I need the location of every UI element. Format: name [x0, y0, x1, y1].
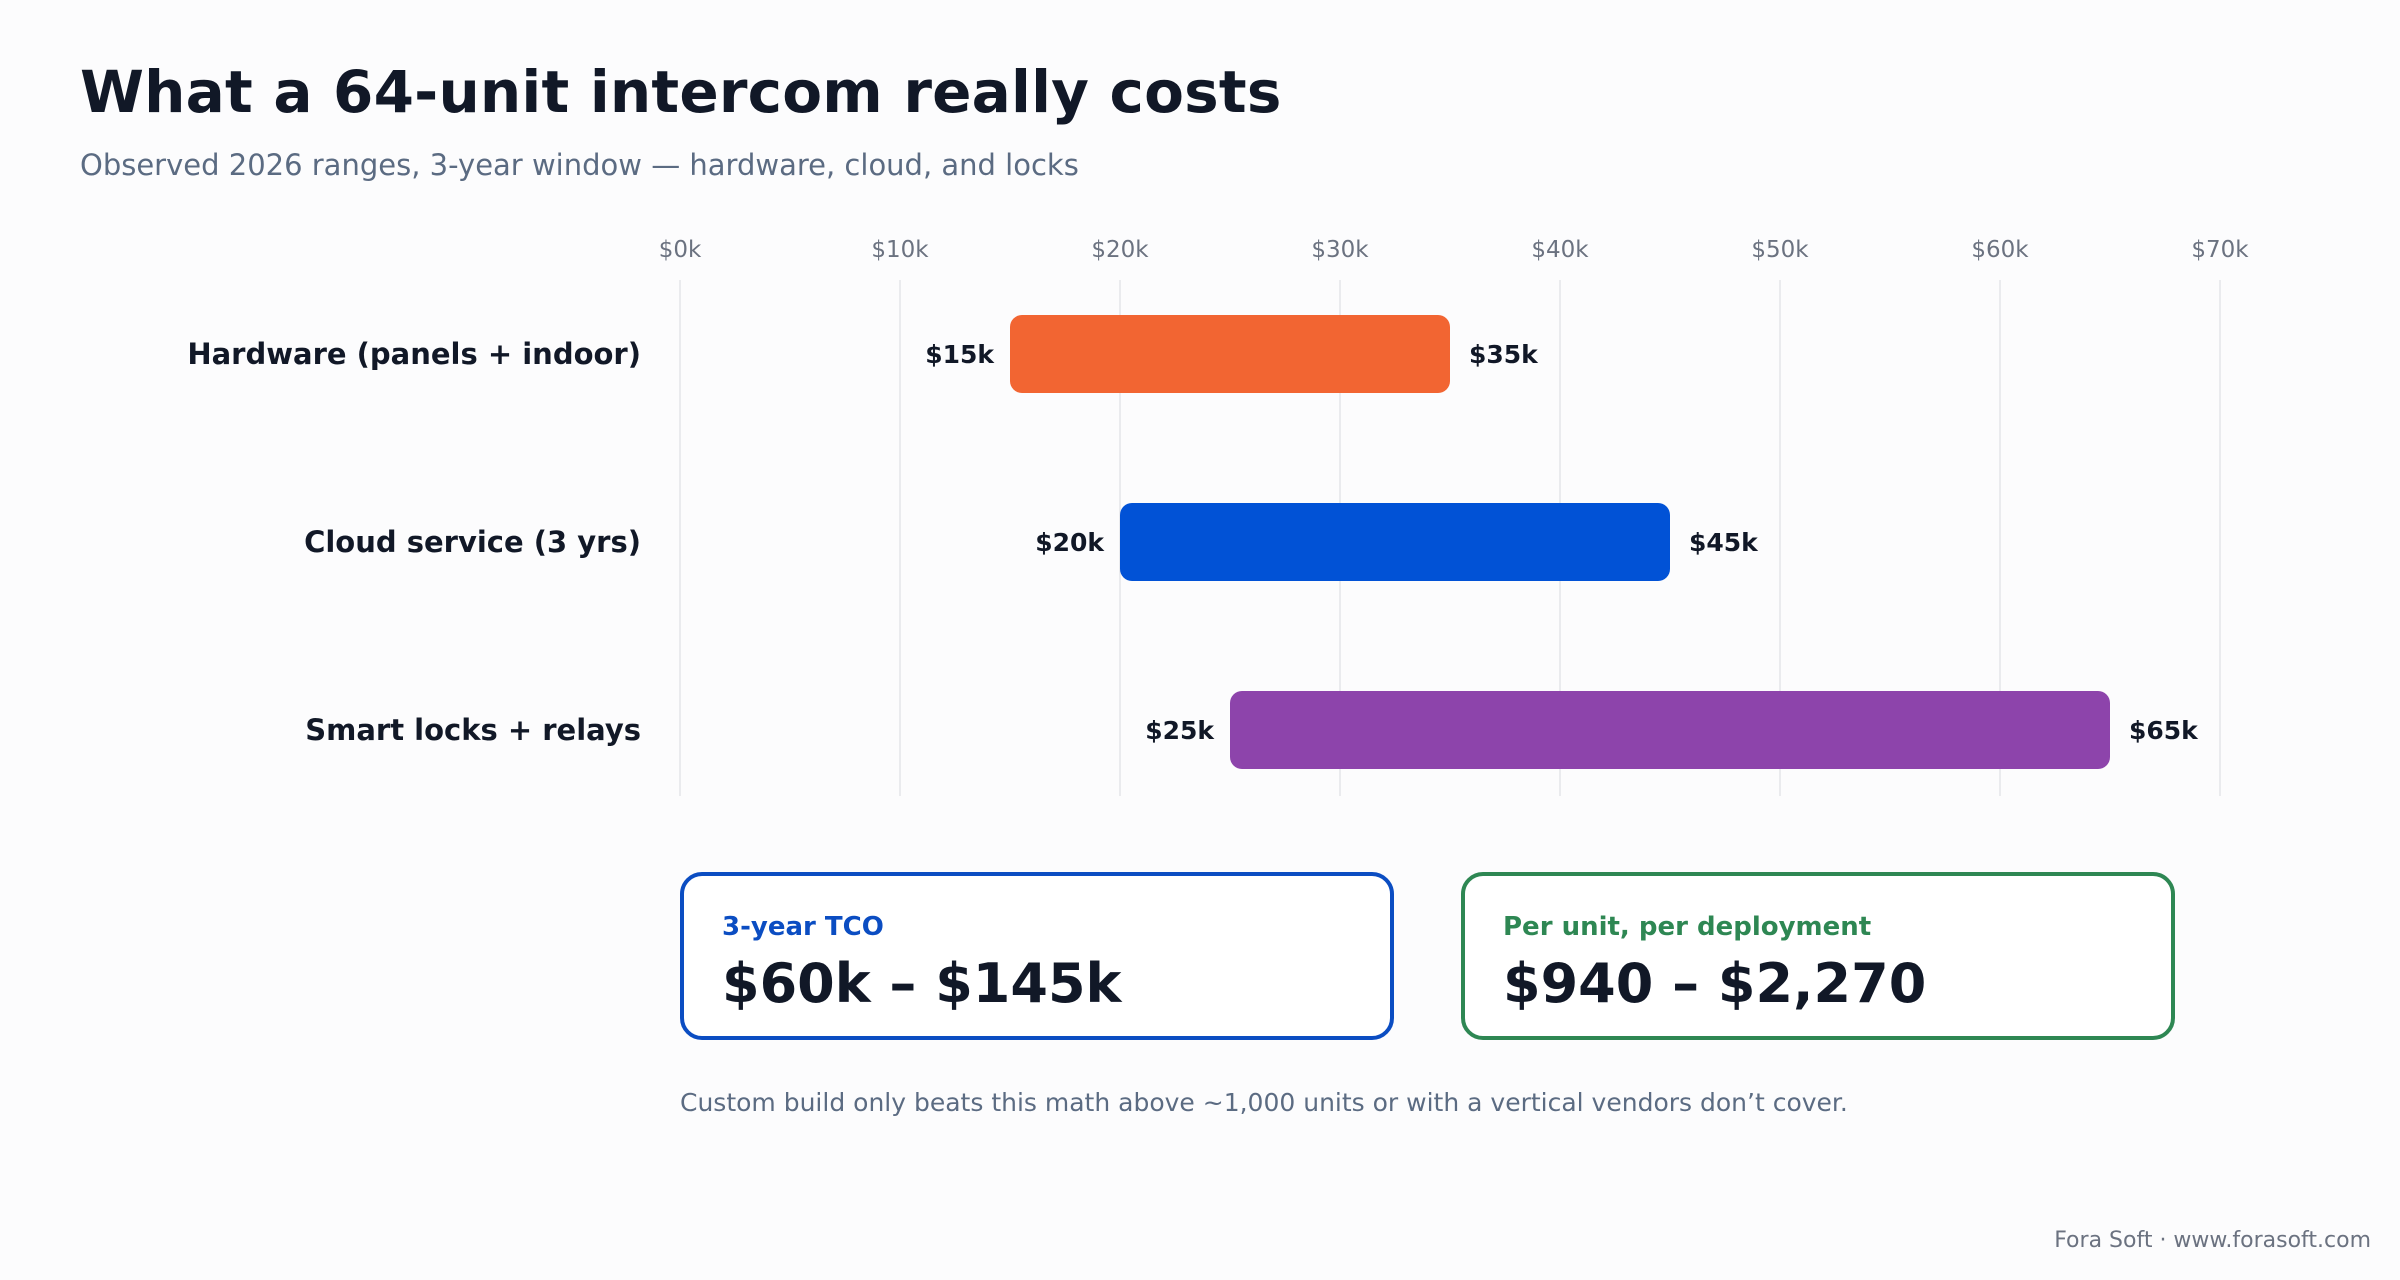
- x-tick-label: $20k: [1091, 237, 1149, 263]
- range-low-label: $20k: [1035, 528, 1105, 557]
- tco-card-value: $60k – $145k: [722, 952, 1122, 1015]
- range-bar: [1120, 503, 1670, 581]
- x-tick-label: $50k: [1751, 237, 1809, 263]
- x-tick-label: $10k: [871, 237, 929, 263]
- page-title: What a 64-unit intercom really costs: [80, 58, 1282, 126]
- x-tick-label: $40k: [1531, 237, 1589, 263]
- category-label: Hardware (panels + indoor): [187, 337, 641, 371]
- x-tick-label: $70k: [2191, 237, 2249, 263]
- per-unit-card-value: $940 – $2,270: [1503, 952, 1927, 1015]
- range-bar: [1010, 315, 1450, 393]
- per-unit-card: Per unit, per deployment $940 – $2,270: [1461, 872, 2175, 1040]
- x-tick-label: $60k: [1971, 237, 2029, 263]
- category-label: Cloud service (3 yrs): [304, 525, 641, 559]
- x-tick-label: $30k: [1311, 237, 1369, 263]
- credit-line: Fora Soft · www.forasoft.com: [2054, 1228, 2371, 1253]
- per-unit-card-label: Per unit, per deployment: [1503, 912, 1872, 942]
- range-low-label: $15k: [925, 340, 995, 369]
- range-bar-chart: $0k $10k $20k $30k $40k $50k $60k $70k Hardware …: [187, 237, 2249, 796]
- tco-card: 3-year TCO $60k – $145k: [680, 872, 1394, 1040]
- range-low-label: $25k: [1145, 716, 1215, 745]
- footnote: Custom build only beats this math above …: [680, 1088, 1848, 1117]
- range-high-label: $45k: [1689, 528, 1759, 557]
- tco-card-label: 3-year TCO: [722, 912, 884, 942]
- category-label: Smart locks + relays: [305, 713, 641, 747]
- range-high-label: $65k: [2129, 716, 2199, 745]
- page-subtitle: Observed 2026 ranges, 3-year window — ha…: [80, 148, 1079, 182]
- range-high-label: $35k: [1469, 340, 1539, 369]
- x-tick-label: $0k: [659, 237, 702, 263]
- range-bar: [1230, 691, 2110, 769]
